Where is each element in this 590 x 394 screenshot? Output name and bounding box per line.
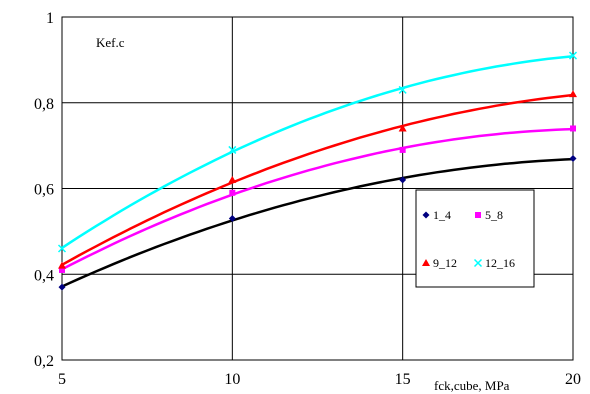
grid-lines	[61, 16, 574, 361]
legend-marker-12_16	[473, 258, 483, 268]
y-tick-label: 0,4	[34, 267, 54, 284]
y-tick-label: 0,6	[34, 182, 54, 199]
legend-label: 1_4	[433, 208, 451, 222]
point-1_4	[569, 154, 577, 162]
point-12_16	[398, 85, 407, 94]
point-12_16	[57, 244, 67, 253]
point-5_8	[229, 189, 236, 196]
point-12_16-stroke	[568, 51, 578, 60]
point-5_8	[399, 146, 406, 153]
point-12_16-stroke	[57, 244, 67, 253]
point-9_12	[228, 175, 237, 183]
point-12_16	[228, 145, 237, 154]
legend-label: 9_12	[433, 256, 457, 270]
point-12_16	[568, 51, 578, 60]
point-1_4	[58, 283, 66, 291]
series-line-9_12	[61, 93, 574, 266]
series-line-12_16	[61, 54, 574, 249]
x-tick-label: 20	[565, 371, 581, 388]
series-lines	[61, 54, 574, 288]
point-9_12	[569, 90, 577, 98]
series-line-1_4	[61, 157, 574, 288]
point-1_4	[228, 215, 236, 223]
x-tick-label: 10	[224, 371, 240, 388]
y-tick-label: 0,2	[34, 353, 54, 370]
x-tick-label: 15	[395, 371, 411, 388]
point-12_16-stroke	[228, 145, 237, 154]
legend: 1_4 5_8 9_12 12_16	[415, 189, 535, 288]
x-axis-label: fck,cube, MPa	[434, 378, 510, 393]
legend-marker-12_16-stroke	[473, 258, 483, 268]
y-tick-labels: 0,2 0,4 0,6 0,8 1	[34, 10, 54, 370]
series-markers	[57, 51, 578, 291]
series-line-5_8	[61, 127, 574, 271]
x-tick-label: 5	[58, 371, 66, 388]
y-tick-label: 1	[46, 10, 54, 27]
legend-marker-1_4	[422, 211, 430, 219]
legend-box	[415, 189, 535, 288]
point-5_8	[59, 266, 65, 273]
point-5_8	[570, 125, 576, 132]
legend-marker-5_8	[475, 212, 481, 218]
y-tick-label: 0,8	[34, 96, 54, 113]
x-tick-labels: 5 10 15 20	[58, 371, 581, 388]
legend-marker-9_12	[422, 259, 430, 266]
point-9_12	[398, 124, 407, 132]
y-axis-label: Kef.c	[96, 35, 125, 50]
point-12_16-stroke	[398, 85, 407, 94]
legend-label: 12_16	[485, 256, 515, 270]
legend-label: 5_8	[485, 208, 503, 222]
point-9_12	[58, 261, 66, 269]
point-1_4	[399, 176, 407, 184]
